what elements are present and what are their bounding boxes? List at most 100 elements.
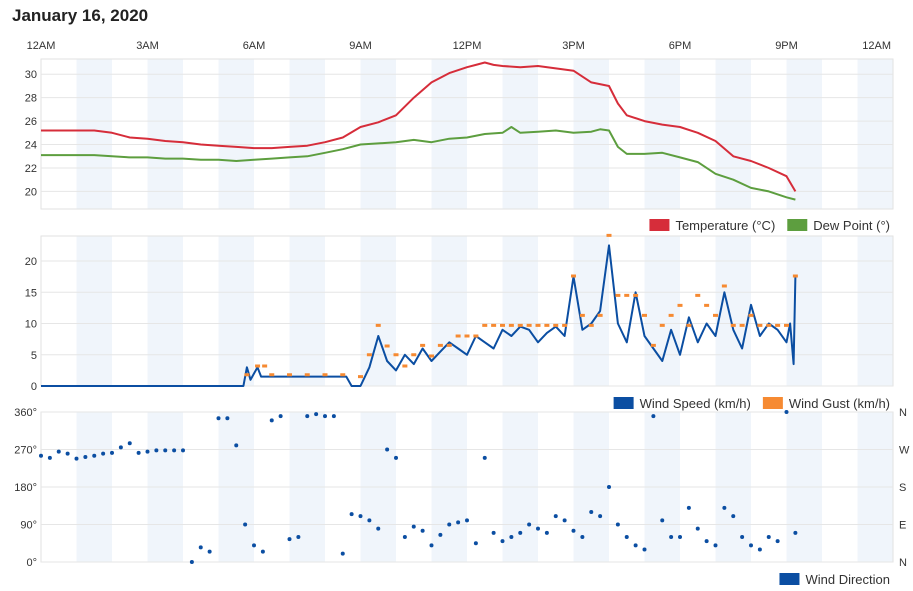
direction-point — [553, 514, 558, 519]
hour-band — [147, 236, 183, 386]
direction-point — [500, 539, 505, 544]
direction-point — [438, 532, 443, 537]
direction-point — [349, 512, 354, 517]
series-line-0 — [41, 61, 797, 192]
direction-point — [615, 522, 620, 527]
direction-point — [56, 449, 61, 454]
direction-point — [331, 414, 336, 419]
legend-label: Wind Direction — [805, 572, 890, 587]
gust-point — [269, 373, 275, 377]
gust-point — [262, 364, 268, 368]
gust-point — [393, 353, 399, 357]
series-line-0 — [41, 244, 797, 387]
hour-band — [431, 236, 467, 386]
direction-point — [358, 514, 363, 519]
hour-band — [431, 59, 467, 209]
direction-point — [527, 522, 532, 527]
direction-point — [580, 535, 585, 539]
compass-label: S — [899, 482, 906, 494]
gust-point — [633, 293, 639, 297]
direction-point — [633, 543, 638, 548]
direction-point — [376, 526, 381, 531]
gust-point — [482, 323, 488, 327]
y-tick-label: 0 — [31, 381, 37, 393]
gust-point — [304, 373, 310, 377]
time-axis-label: 3PM — [562, 40, 585, 52]
direction-point — [793, 530, 798, 535]
gust-point — [562, 323, 568, 327]
hour-band — [289, 59, 325, 209]
direction-point — [598, 514, 603, 519]
gust-point — [748, 313, 754, 317]
direction-point — [482, 455, 487, 460]
compass-label: N — [899, 557, 907, 569]
gust-point — [411, 353, 417, 357]
plot-frame — [40, 58, 894, 210]
direction-point — [118, 445, 123, 450]
legend-swatch — [613, 397, 634, 409]
direction-point — [65, 451, 70, 456]
direction-point — [314, 412, 319, 417]
gust-point — [429, 354, 434, 358]
direction-point — [260, 549, 265, 554]
y-tick-label: 15 — [25, 287, 37, 299]
hour-band — [857, 59, 893, 209]
direction-point — [651, 414, 656, 419]
y-tick-label: 180° — [14, 482, 37, 494]
gust-point — [686, 323, 692, 327]
direction-point — [367, 518, 372, 523]
compass-label: E — [899, 520, 906, 532]
gust-point — [535, 323, 541, 327]
gust-point — [375, 323, 381, 327]
gust-point — [358, 375, 363, 379]
y-tick-label: 30 — [25, 69, 37, 81]
direction-point — [562, 518, 567, 523]
gust-point — [508, 323, 514, 327]
gust-point — [402, 364, 408, 368]
direction-point — [571, 528, 576, 533]
direction-point — [607, 485, 611, 489]
direction-point — [678, 535, 682, 539]
time-axis-label: 12AM — [27, 40, 56, 52]
direction-point — [136, 450, 141, 455]
gust-point — [792, 274, 798, 278]
direction-point — [429, 543, 434, 548]
y-tick-label: 5 — [31, 350, 37, 362]
time-axis-label: 9PM — [775, 40, 798, 52]
direction-point — [784, 410, 789, 414]
gust-point — [571, 274, 576, 278]
gust-point — [340, 373, 346, 377]
legend-swatch — [649, 219, 670, 231]
direction-point — [757, 547, 762, 552]
legend-label: Dew Point (°) — [813, 218, 890, 233]
gust-point — [704, 303, 710, 307]
y-tick-label: 20 — [25, 186, 37, 198]
hour-band — [218, 236, 254, 386]
direction-point — [101, 451, 106, 456]
direction-point — [172, 448, 177, 453]
direction-point — [127, 441, 132, 446]
gust-point — [668, 313, 674, 317]
direction-point — [749, 543, 753, 548]
page-title: January 16, 2020 — [12, 6, 149, 25]
direction-point — [731, 514, 736, 519]
legend-label: Wind Speed (km/h) — [640, 396, 751, 411]
time-axis-label: 12PM — [453, 40, 482, 52]
direction-point — [225, 416, 230, 421]
gust-point — [713, 313, 718, 317]
gust-point — [766, 323, 772, 327]
time-axis-label: 6AM — [243, 40, 266, 52]
direction-point — [47, 455, 52, 460]
direction-point — [704, 539, 709, 544]
direction-point — [269, 418, 274, 423]
hour-band — [289, 236, 325, 386]
direction-point — [544, 530, 549, 535]
direction-point — [420, 528, 425, 533]
direction-point — [509, 535, 514, 539]
gust-point — [366, 353, 372, 357]
direction-point — [775, 539, 780, 544]
direction-point — [411, 524, 416, 529]
gust-point — [464, 334, 470, 338]
direction-point — [669, 535, 674, 539]
